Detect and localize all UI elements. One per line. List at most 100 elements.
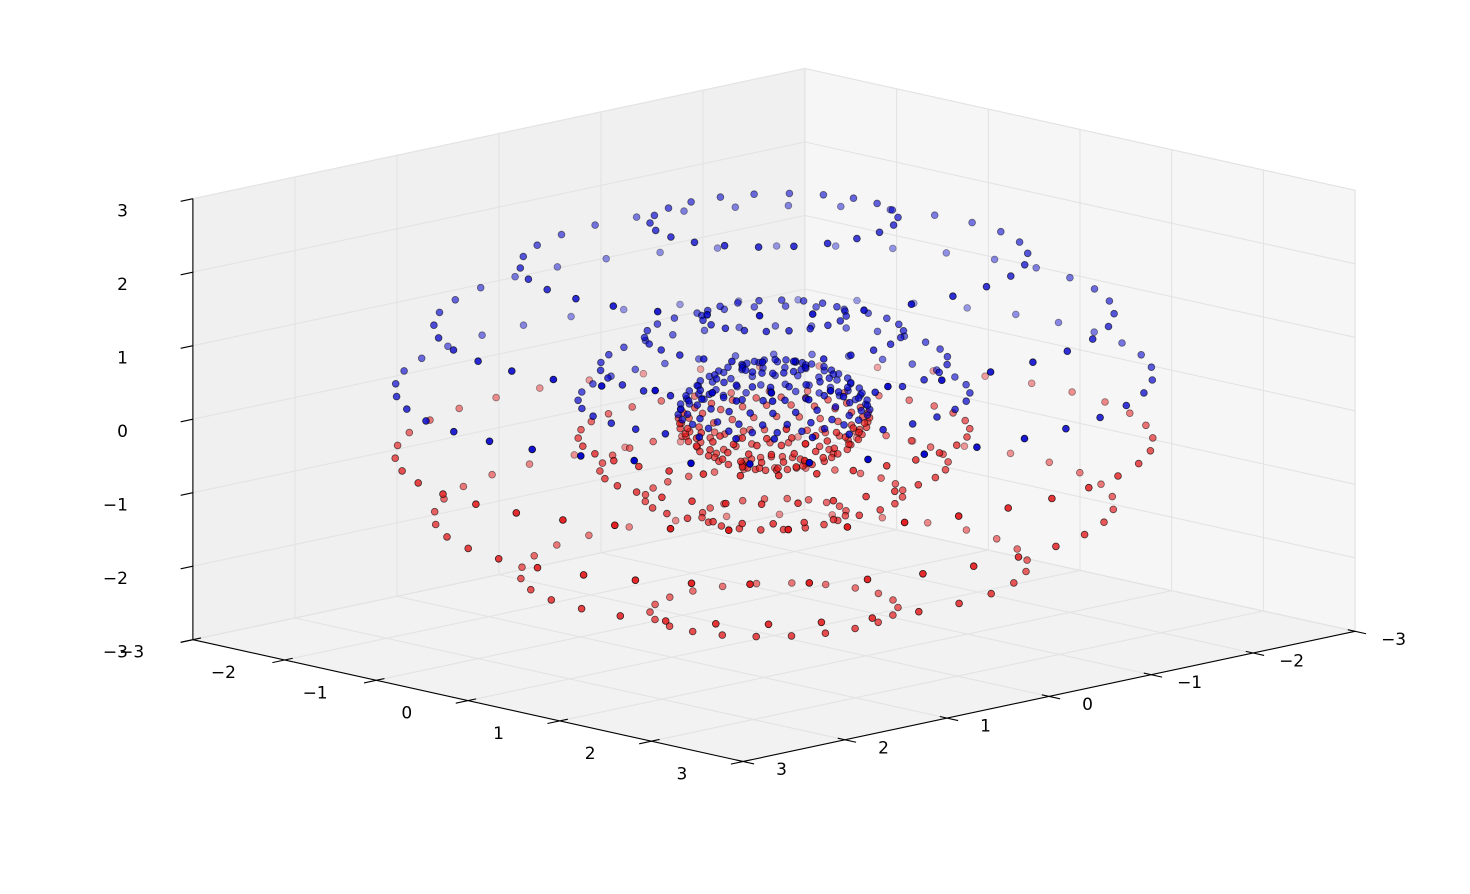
data-point — [942, 249, 951, 257]
data-point — [812, 469, 821, 478]
data-point — [577, 604, 586, 613]
data-point — [808, 433, 817, 442]
data-point — [805, 579, 814, 587]
data-point — [651, 226, 660, 235]
data-point — [884, 382, 892, 391]
z-tick — [180, 271, 194, 276]
data-point — [783, 465, 792, 474]
data-point — [973, 443, 981, 452]
data-point — [663, 477, 672, 486]
data-point — [847, 351, 855, 360]
data-point — [820, 520, 828, 529]
data-point — [791, 408, 800, 417]
data-point — [657, 346, 665, 354]
data-point — [771, 322, 780, 330]
data-point — [731, 203, 740, 212]
data-point — [602, 254, 610, 263]
data-point — [665, 593, 674, 601]
data-point — [1023, 556, 1031, 564]
data-point — [962, 397, 970, 406]
data-point — [769, 409, 777, 418]
data-point — [589, 380, 597, 388]
data-point — [845, 411, 853, 420]
data-point — [696, 447, 704, 456]
data-point — [790, 449, 798, 458]
data-point — [1142, 421, 1150, 430]
data-point — [601, 474, 609, 483]
data-point — [710, 428, 719, 437]
data-point — [826, 386, 835, 395]
data-point — [525, 460, 534, 468]
data-point — [697, 395, 706, 403]
grid-line — [804, 141, 1356, 265]
data-point — [783, 494, 791, 503]
data-point — [996, 227, 1005, 236]
data-point — [792, 463, 800, 471]
data-point — [631, 425, 640, 434]
data-point — [748, 383, 757, 391]
data-point — [1137, 350, 1145, 359]
data-point — [434, 334, 443, 342]
data-point — [516, 264, 525, 272]
data-point — [666, 391, 675, 400]
data-point — [855, 511, 864, 520]
data-point — [748, 368, 757, 376]
data-point — [811, 447, 820, 456]
data-point — [641, 497, 650, 506]
data-point — [609, 302, 618, 310]
data-point — [710, 468, 719, 476]
data-point — [812, 303, 820, 311]
y-tick — [735, 759, 755, 765]
data-point — [827, 453, 836, 462]
data-point — [578, 404, 586, 413]
data-point — [896, 333, 905, 342]
y-tick — [1347, 629, 1367, 635]
data-point — [687, 459, 695, 468]
data-point — [631, 365, 640, 374]
data-point — [969, 562, 978, 570]
y-tick — [1143, 672, 1163, 678]
data-point — [822, 498, 831, 507]
data-point — [547, 596, 556, 604]
data-point — [649, 484, 657, 492]
data-point — [1148, 376, 1157, 384]
data-point — [781, 396, 789, 405]
z-tick-label: 2 — [117, 275, 128, 295]
data-point — [853, 234, 861, 243]
data-point — [650, 211, 659, 220]
data-point — [683, 424, 692, 433]
data-point — [711, 619, 720, 628]
data-point — [597, 358, 605, 367]
data-point — [777, 296, 786, 304]
data-point — [439, 490, 447, 498]
y-tick-label: −1 — [1177, 673, 1202, 693]
data-point — [877, 474, 885, 482]
data-point — [459, 482, 468, 491]
y-tick-label: 2 — [878, 738, 889, 758]
data-point — [716, 405, 725, 414]
y-tick — [939, 715, 959, 722]
z-tick — [180, 418, 194, 423]
data-point — [774, 464, 782, 472]
data-point — [651, 615, 659, 624]
grid-line — [294, 617, 846, 741]
data-point — [478, 331, 486, 340]
data-point — [816, 377, 824, 386]
x-tick — [547, 718, 568, 725]
data-point — [1066, 273, 1074, 282]
data-point — [921, 338, 930, 347]
data-point — [987, 589, 995, 598]
data-point — [898, 486, 907, 495]
data-point — [764, 620, 773, 629]
data-point — [862, 492, 870, 501]
data-point — [667, 233, 675, 241]
data-point — [941, 465, 950, 474]
data-point — [825, 374, 834, 383]
data-point — [684, 437, 693, 446]
y-tick-label: 0 — [1082, 695, 1093, 715]
data-point — [860, 306, 868, 315]
data-point — [813, 406, 821, 415]
data-point — [1134, 459, 1143, 468]
data-point — [775, 510, 784, 519]
data-point — [1097, 480, 1105, 489]
